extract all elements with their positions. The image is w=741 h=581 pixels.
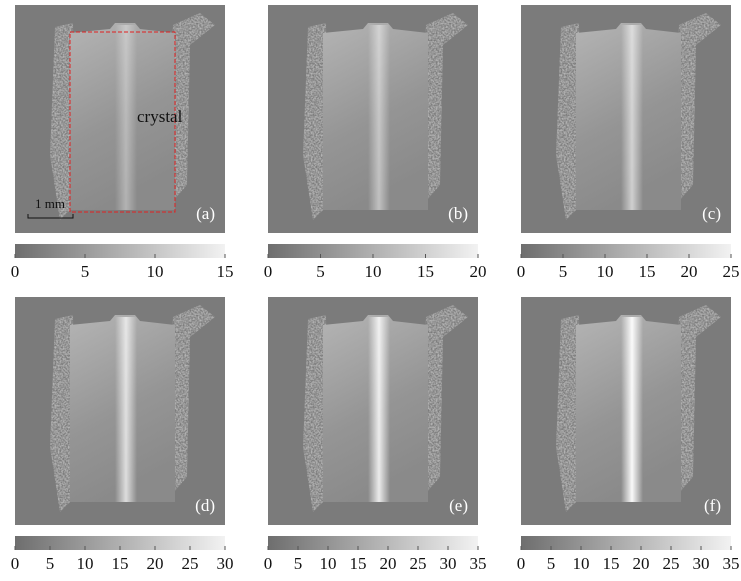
- panel: (a) crystal 1 mm: [15, 5, 225, 233]
- colorbar-tick-label: 5: [294, 554, 303, 573]
- colorbar: [15, 244, 225, 258]
- colorbar: [268, 536, 478, 550]
- streak: [115, 317, 137, 502]
- colorbar-tick-label: 0: [11, 262, 20, 281]
- colorbar-tick-label: 15: [217, 262, 234, 281]
- colorbar-tick-label: 15: [603, 554, 620, 573]
- colorbar-tick-label: 25: [663, 554, 680, 573]
- colorbar-tick-label: 15: [112, 554, 129, 573]
- panel-label: (a): [196, 204, 215, 223]
- panel-label: (f): [704, 496, 721, 515]
- streak: [115, 25, 137, 210]
- colorbar-tick-label: 5: [316, 262, 325, 281]
- panel: (b): [268, 5, 478, 233]
- panel-label: (c): [702, 204, 721, 223]
- scale-bar: [27, 214, 74, 219]
- colorbar-tick-label: 15: [350, 554, 367, 573]
- colorbar-tick-label: 15: [417, 262, 434, 281]
- annotation: crystal: [137, 107, 183, 126]
- colorbar-tick-label: 0: [11, 554, 20, 573]
- colorbar-tick-label: 35: [470, 554, 487, 573]
- colorbar-tick-label: 20: [380, 554, 397, 573]
- colorbar-tick-label: 30: [693, 554, 710, 573]
- colorbar-tick-label: 25: [410, 554, 427, 573]
- colorbar-tick-label: 20: [681, 262, 698, 281]
- colorbar-tick-label: 0: [264, 554, 273, 573]
- colorbar: [521, 244, 731, 258]
- colorbar-tick-label: 10: [597, 262, 614, 281]
- colorbar-tick-label: 5: [46, 554, 55, 573]
- colorbar: [521, 536, 731, 550]
- streak: [368, 317, 390, 502]
- panel-label: (b): [448, 204, 468, 223]
- colorbar-tick-label: 30: [440, 554, 457, 573]
- colorbar-tick-label: 5: [559, 262, 568, 281]
- streak: [368, 25, 390, 210]
- colorbar-tick-label: 0: [264, 262, 273, 281]
- colorbar-tick-label: 30: [217, 554, 234, 573]
- colorbar-tick-label: 25: [182, 554, 199, 573]
- panel-label: (e): [449, 496, 468, 515]
- colorbar-tick-label: 10: [77, 554, 94, 573]
- crystal-outline: [69, 31, 176, 213]
- streak: [621, 25, 643, 210]
- panel: (f): [521, 297, 731, 525]
- scale-bar-label: 1 mm: [35, 196, 65, 211]
- colorbar-tick-label: 20: [147, 554, 164, 573]
- colorbar-tick-label: 10: [147, 262, 164, 281]
- streak: [621, 317, 643, 502]
- colorbar-tick-label: 20: [470, 262, 487, 281]
- colorbar-tick-label: 15: [639, 262, 656, 281]
- panel: (d): [15, 297, 225, 525]
- colorbar-tick-label: 5: [547, 554, 556, 573]
- colorbar-tick-label: 10: [365, 262, 382, 281]
- panel: (c): [521, 5, 731, 233]
- colorbar-tick-label: 5: [81, 262, 90, 281]
- panel: (e): [268, 297, 478, 525]
- colorbar-tick-label: 0: [517, 554, 526, 573]
- colorbar-tick-label: 0: [517, 262, 526, 281]
- colorbar-tick-label: 10: [573, 554, 590, 573]
- colorbar: [15, 536, 225, 550]
- colorbar-tick-label: 10: [320, 554, 337, 573]
- colorbar-tick-label: 25: [723, 262, 740, 281]
- panel-label: (d): [195, 496, 215, 515]
- colorbar-tick-label: 35: [723, 554, 740, 573]
- colorbar-tick-label: 20: [633, 554, 650, 573]
